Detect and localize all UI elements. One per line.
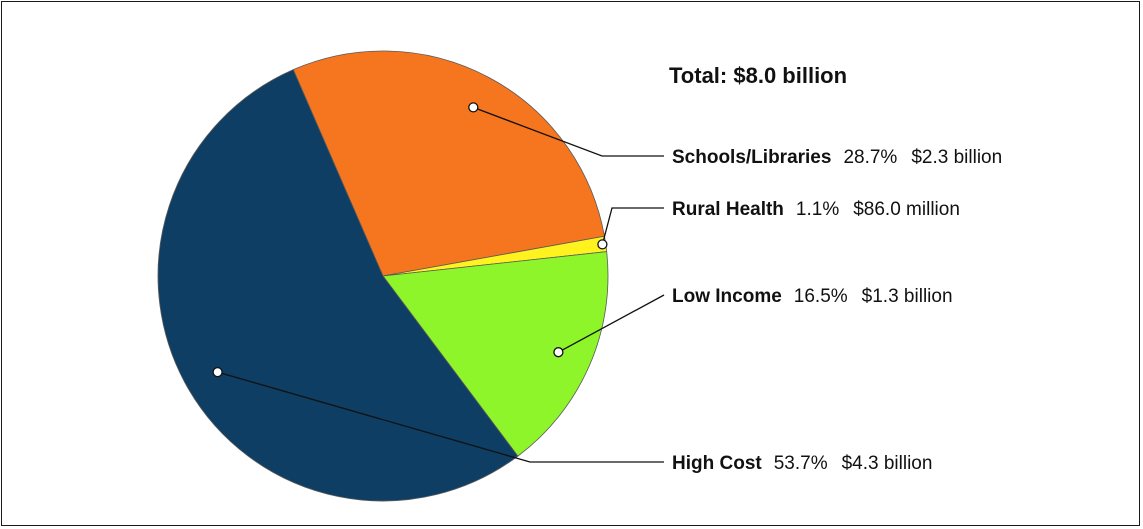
slice-amount: $86.0 million [853,199,960,220]
leader-line-rural-health [601,207,664,245]
slice-amount: $1.3 billion [862,286,953,307]
slice-percent: 16.5% [794,286,848,307]
leader-line-low-income [558,294,665,353]
pie-slice-low-income [382,251,609,457]
pie-slices [157,50,609,502]
leader-line-schools-libraries [473,106,664,157]
slice-percent: 28.7% [843,147,897,168]
slice-label-schools-libraries: Schools/Libraries 28.7% $2.3 billion [672,147,1002,168]
slice-labels: Schools/Libraries 28.7% $2.3 billion Rural … [672,147,1002,474]
slice-amount: $4.3 billion [842,453,933,474]
leader-dot-high-cost [212,366,223,378]
chart-title: Total: $8.0 billion [669,63,847,88]
slice-name: Rural Health [672,199,784,220]
slice-name: Low Income [672,286,782,307]
slice-name: Schools/Libraries [672,147,831,168]
slice-label-low-income: Low Income 16.5% $1.3 billion [672,286,953,307]
leader-dot-schools-libraries [468,102,479,113]
leader-dot-low-income [553,347,564,358]
slice-amount: $2.3 billion [911,147,1002,168]
slice-label-rural-health: Rural Health 1.1% $86.0 million [672,199,960,220]
slice-name: High Cost [672,453,762,474]
slice-percent: 53.7% [774,453,828,474]
pie-slice-high-cost [157,69,519,502]
leader-line-high-cost [217,371,664,463]
leader-dot-rural-health [597,239,608,250]
slice-percent: 1.1% [796,199,839,220]
leader-lines [212,102,665,463]
slice-label-high-cost: High Cost 53.7% $4.3 billion [672,453,932,474]
pie-slice-schools-libraries [292,50,605,277]
